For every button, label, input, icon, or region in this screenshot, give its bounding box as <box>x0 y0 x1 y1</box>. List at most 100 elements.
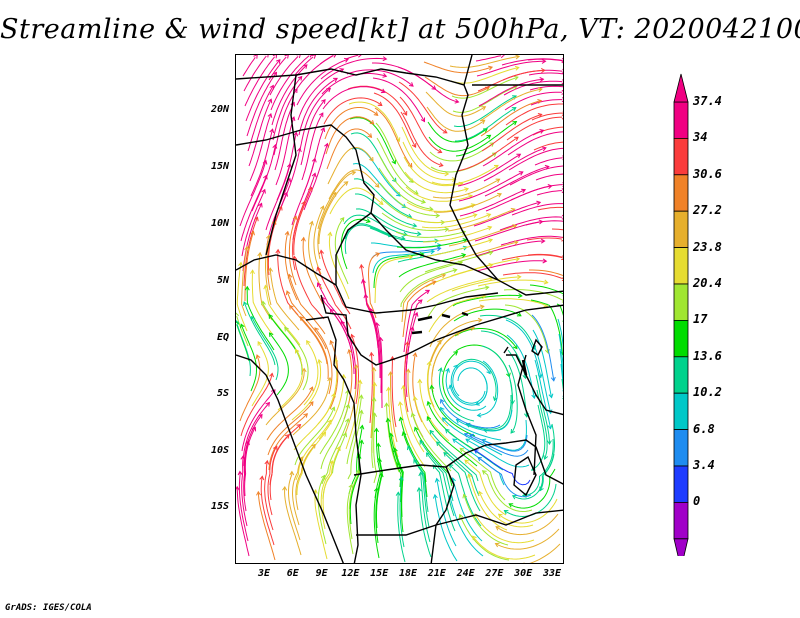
streamline-arrow <box>463 433 469 438</box>
streamline <box>405 186 473 202</box>
streamline <box>451 276 521 292</box>
streamline <box>526 237 563 241</box>
streamline <box>426 277 493 303</box>
streamline-arrow <box>393 447 398 453</box>
streamline-arrow <box>516 312 522 317</box>
streamline-arrow <box>416 486 422 492</box>
streamline <box>288 471 301 541</box>
colorbar-max-arrow <box>673 73 689 103</box>
streamline-arrow <box>375 442 381 448</box>
streamline-arrow <box>331 191 337 197</box>
streamline <box>396 239 467 249</box>
streamline-arrow <box>377 457 382 463</box>
lon-tick-label: 6E <box>286 568 299 579</box>
streamline <box>508 364 518 434</box>
streamline-arrow <box>495 526 501 531</box>
streamline <box>495 528 560 550</box>
streamline <box>265 368 305 426</box>
streamline <box>260 476 275 546</box>
streamline-arrow <box>544 349 550 354</box>
streamline-arrow <box>539 129 545 134</box>
streamline <box>240 373 273 437</box>
streamline-arrow <box>417 378 423 384</box>
streamline <box>268 314 303 376</box>
streamline-arrow <box>306 339 311 345</box>
lon-tick-label: 3E <box>257 568 271 579</box>
streamline <box>267 206 282 276</box>
streamline-arrow <box>268 332 274 337</box>
streamline-arrow <box>320 205 325 211</box>
streamline <box>367 253 380 319</box>
streamline-arrow <box>462 493 468 499</box>
streamline <box>381 212 449 232</box>
streamline-arrow <box>408 254 414 260</box>
lakes <box>411 311 528 376</box>
streamline-arrow <box>540 238 546 244</box>
streamline-arrow <box>311 443 316 449</box>
streamline <box>557 318 563 349</box>
streamline <box>530 99 563 106</box>
streamline <box>531 404 546 471</box>
streamline <box>251 270 274 336</box>
streamline <box>480 100 542 137</box>
streamline-arrow <box>472 213 478 218</box>
colorbar-label: 34 <box>693 130 708 145</box>
streamline-arrow <box>353 364 359 369</box>
streamline <box>529 543 561 563</box>
streamline <box>420 472 431 543</box>
streamline <box>535 173 563 181</box>
streamline-arrow <box>319 249 324 255</box>
streamline-arrow <box>481 470 487 475</box>
streamline-arrow <box>437 148 443 154</box>
streamline-arrow <box>465 438 471 443</box>
streamline-arrow <box>464 459 469 465</box>
streamline-arrow <box>262 159 268 165</box>
streamline <box>534 359 552 429</box>
streamline-arrow <box>242 301 248 307</box>
streamline <box>378 167 433 210</box>
streamline-arrow <box>284 55 289 59</box>
streamline <box>458 171 524 202</box>
streamline <box>379 182 440 217</box>
streamline-arrow <box>283 191 288 197</box>
streamline-arrow <box>561 89 563 95</box>
streamline-arrow <box>521 188 527 194</box>
streamline-arrow <box>326 87 332 93</box>
streamline <box>242 402 270 467</box>
lon-tick-label: 24E <box>456 568 475 579</box>
streamline <box>250 129 274 197</box>
streamline-arrow <box>414 426 419 432</box>
colorbar-label: 6.8 <box>693 421 715 436</box>
streamline-arrow <box>284 434 290 439</box>
streamline <box>440 399 501 429</box>
streamline <box>257 491 276 561</box>
streamline-arrow <box>236 485 240 491</box>
streamline <box>241 456 248 527</box>
streamline-arrow <box>511 495 517 500</box>
streamline <box>248 99 272 167</box>
streamline <box>348 425 363 495</box>
streamline <box>345 55 359 60</box>
streamline-arrow <box>395 491 401 497</box>
streamline <box>298 77 338 136</box>
colorbar-segment <box>673 319 689 358</box>
streamline-arrow <box>547 184 553 189</box>
streamline <box>426 361 449 427</box>
streamline <box>388 387 399 458</box>
streamline <box>561 378 563 391</box>
streamline <box>456 358 497 401</box>
streamline <box>334 217 349 285</box>
streamline <box>397 462 404 533</box>
streamline-arrow <box>540 67 546 74</box>
lat-tick-label: 5S <box>216 388 229 399</box>
streamline-arrow <box>421 199 427 204</box>
streamline <box>372 250 435 274</box>
streamline <box>277 349 304 411</box>
streamline-arrow <box>388 432 394 438</box>
streamline <box>477 457 532 498</box>
streamline-arrow <box>272 55 278 59</box>
streamline-arrow <box>382 56 388 62</box>
streamline <box>302 237 324 305</box>
streamline <box>455 121 517 157</box>
streamline-arrow <box>369 351 375 357</box>
